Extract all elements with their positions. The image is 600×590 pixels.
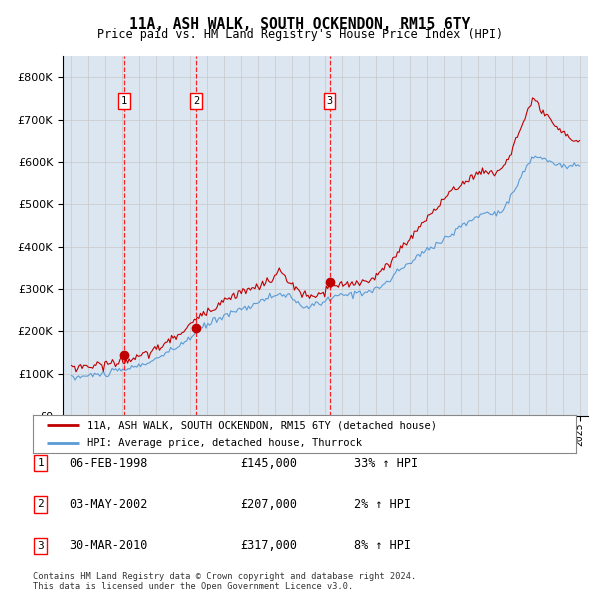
Text: 1: 1 bbox=[121, 96, 127, 106]
Text: 2% ↑ HPI: 2% ↑ HPI bbox=[354, 498, 411, 511]
Text: 1: 1 bbox=[37, 458, 44, 468]
Text: HPI: Average price, detached house, Thurrock: HPI: Average price, detached house, Thur… bbox=[88, 438, 362, 448]
Text: 06-FEB-1998: 06-FEB-1998 bbox=[69, 457, 148, 470]
Text: 3: 3 bbox=[37, 541, 44, 550]
Text: 3: 3 bbox=[326, 96, 333, 106]
Text: Contains HM Land Registry data © Crown copyright and database right 2024.: Contains HM Land Registry data © Crown c… bbox=[33, 572, 416, 581]
Text: This data is licensed under the Open Government Licence v3.0.: This data is licensed under the Open Gov… bbox=[33, 582, 353, 590]
Text: 11A, ASH WALK, SOUTH OCKENDON, RM15 6TY (detached house): 11A, ASH WALK, SOUTH OCKENDON, RM15 6TY … bbox=[88, 420, 437, 430]
Text: 2: 2 bbox=[193, 96, 199, 106]
Text: 2: 2 bbox=[37, 500, 44, 509]
Text: 8% ↑ HPI: 8% ↑ HPI bbox=[354, 539, 411, 552]
Text: £145,000: £145,000 bbox=[240, 457, 297, 470]
Text: 33% ↑ HPI: 33% ↑ HPI bbox=[354, 457, 418, 470]
Text: Price paid vs. HM Land Registry's House Price Index (HPI): Price paid vs. HM Land Registry's House … bbox=[97, 28, 503, 41]
Text: 03-MAY-2002: 03-MAY-2002 bbox=[69, 498, 148, 511]
Text: 30-MAR-2010: 30-MAR-2010 bbox=[69, 539, 148, 552]
Text: 11A, ASH WALK, SOUTH OCKENDON, RM15 6TY: 11A, ASH WALK, SOUTH OCKENDON, RM15 6TY bbox=[130, 17, 470, 31]
Text: £207,000: £207,000 bbox=[240, 498, 297, 511]
Text: £317,000: £317,000 bbox=[240, 539, 297, 552]
